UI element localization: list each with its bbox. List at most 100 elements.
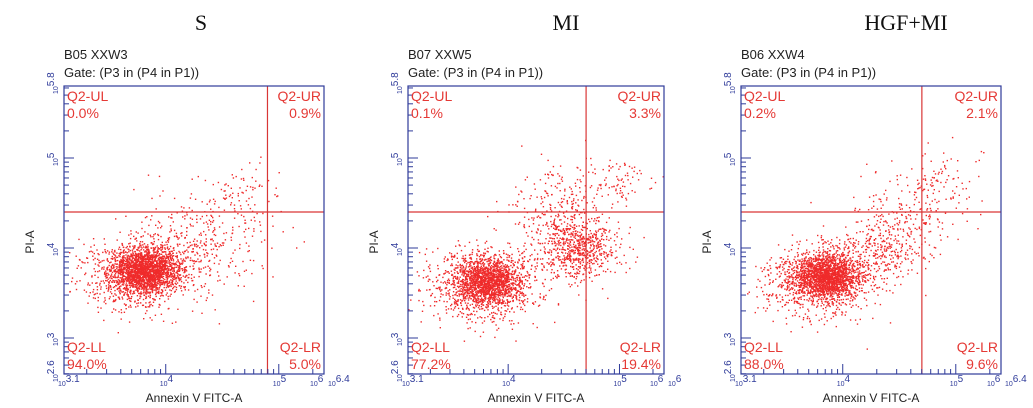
y-tick-label: 103 xyxy=(46,332,60,346)
data-point xyxy=(120,318,122,320)
data-point xyxy=(160,253,163,255)
data-point xyxy=(494,297,496,299)
data-point xyxy=(97,296,99,299)
data-point xyxy=(454,255,456,258)
x-tick-label: 105 xyxy=(273,374,287,388)
data-point xyxy=(114,259,116,261)
data-point xyxy=(129,255,131,258)
data-point xyxy=(473,274,475,276)
data-point xyxy=(481,291,483,294)
data-point xyxy=(506,286,508,289)
data-point xyxy=(483,284,486,286)
data-point xyxy=(194,198,197,200)
data-point xyxy=(513,282,515,285)
data-point xyxy=(172,258,175,260)
data-point xyxy=(480,279,482,281)
data-point xyxy=(157,220,160,223)
data-point xyxy=(495,305,497,307)
data-point xyxy=(137,246,139,249)
data-point xyxy=(137,280,140,282)
data-point xyxy=(119,263,121,265)
data-point xyxy=(467,271,470,273)
data-point xyxy=(147,246,149,248)
data-point xyxy=(490,259,493,262)
data-point xyxy=(151,261,153,263)
data-point xyxy=(126,298,129,301)
data-point xyxy=(148,256,150,258)
data-point xyxy=(468,309,470,311)
data-point xyxy=(184,269,186,272)
data-point xyxy=(480,288,482,291)
data-point xyxy=(271,247,273,249)
data-point xyxy=(139,254,141,256)
data-point xyxy=(131,272,134,274)
data-point xyxy=(123,259,125,262)
data-point xyxy=(245,189,247,192)
data-point xyxy=(175,280,177,282)
data-point xyxy=(199,218,202,220)
data-point xyxy=(497,327,500,330)
data-point xyxy=(172,260,175,262)
data-point xyxy=(123,294,125,296)
data-point xyxy=(461,267,463,269)
data-point xyxy=(491,246,493,249)
data-point xyxy=(508,268,510,270)
data-point xyxy=(239,243,241,246)
data-point xyxy=(99,293,101,295)
data-point xyxy=(429,305,432,307)
data-point xyxy=(136,263,138,265)
data-point xyxy=(485,296,487,298)
data-point xyxy=(211,215,213,217)
data-point xyxy=(472,299,475,301)
data-point xyxy=(507,277,509,279)
data-point xyxy=(463,274,465,276)
data-point xyxy=(482,284,485,286)
data-point xyxy=(503,282,505,284)
data-point xyxy=(115,298,117,301)
data-point xyxy=(189,197,192,199)
data-point xyxy=(161,262,163,265)
data-point xyxy=(148,264,151,266)
data-point xyxy=(459,263,461,266)
data-point xyxy=(86,257,88,259)
data-point xyxy=(168,281,170,283)
data-point xyxy=(488,260,490,262)
data-point xyxy=(120,280,123,282)
data-point xyxy=(148,255,150,257)
data-point xyxy=(132,253,134,255)
data-point xyxy=(518,280,520,282)
data-point xyxy=(508,256,510,258)
data-point xyxy=(150,265,152,267)
data-point xyxy=(465,260,468,262)
data-point xyxy=(94,293,97,295)
data-point xyxy=(506,276,508,278)
data-point xyxy=(110,266,113,269)
data-point xyxy=(164,300,166,303)
data-point xyxy=(509,285,511,287)
data-point xyxy=(126,278,128,280)
data-point xyxy=(469,257,471,259)
data-point xyxy=(487,287,489,289)
data-point xyxy=(158,248,161,250)
data-point xyxy=(171,283,173,285)
data-point xyxy=(494,282,496,284)
panel-title-hgf-mi: HGF+MI xyxy=(864,10,948,35)
data-point xyxy=(156,264,159,267)
data-point xyxy=(143,267,145,269)
data-point xyxy=(167,308,169,310)
data-point xyxy=(484,296,486,298)
data-point xyxy=(203,230,205,233)
data-point xyxy=(184,237,186,239)
data-point xyxy=(167,277,169,280)
data-point xyxy=(90,250,92,252)
data-point xyxy=(180,287,182,289)
data-point xyxy=(507,281,509,283)
data-point xyxy=(170,285,172,288)
data-point xyxy=(156,255,159,257)
data-point xyxy=(519,308,522,311)
data-point xyxy=(121,260,123,263)
data-point xyxy=(75,255,77,257)
data-point xyxy=(506,271,508,274)
data-point xyxy=(161,272,163,274)
data-point xyxy=(450,304,452,307)
